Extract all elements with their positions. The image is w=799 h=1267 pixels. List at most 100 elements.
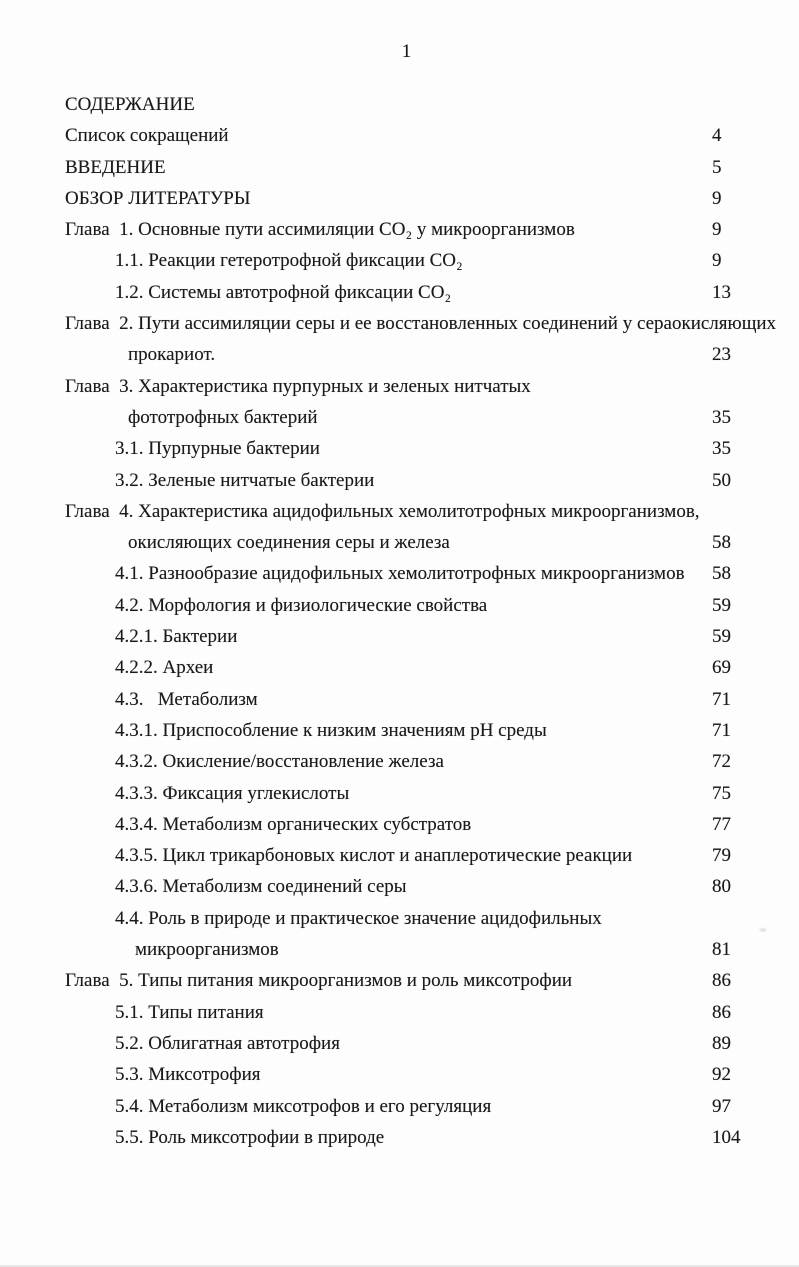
toc-entry-text: Глава 4. Характеристика ацидофильных хем… [65, 500, 700, 522]
toc-entry-text: 4.3.1. Приспособление к низким значениям… [115, 719, 547, 741]
toc-entry-page: 79 [712, 845, 731, 867]
toc-row: 5.5. Роль миксотрофии в природе 104 [65, 1122, 787, 1153]
toc-entry-text: Глава 3. Характеристика пурпурных и зеле… [65, 375, 531, 397]
toc-entry-text: 5.5. Роль миксотрофии в природе [115, 1126, 385, 1148]
toc-entry-page: 104 [712, 1126, 741, 1148]
toc-entry-page: 71 [712, 719, 731, 741]
toc-entry-text: 1.2. Системы автотрофной фиксации CO₂ [115, 281, 452, 303]
toc-entry-text: Глава 2. Пути ассимиляции серы и ее восс… [65, 313, 777, 335]
toc-entry-text: 3.2. Зеленые нитчатые бактерии [115, 469, 375, 491]
toc-row: 5.4. Метаболизм миксотрофов и его регуля… [65, 1091, 787, 1122]
toc-entry-text: окисляющих соединения серы и железа [128, 532, 450, 554]
toc-row: 4.2.1. Бактерии 59 [65, 621, 787, 652]
toc-row: Глава 1. Основные пути ассимиляции CO₂ у… [65, 214, 787, 245]
toc-row: 4.3.6. Метаболизм соединений серы 80 [65, 871, 787, 902]
toc-row: 3.2. Зеленые нитчатые бактерии 50 [65, 465, 787, 496]
toc-entry-page: 59 [712, 594, 731, 616]
toc-entry-page: 4 [712, 125, 722, 147]
toc-row: 4.2. Морфология и физиологические свойст… [65, 590, 787, 621]
toc-entry-text: 5.2. Облигатная автотрофия [115, 1032, 340, 1054]
toc-entry-text: Глава 5. Типы питания микроорганизмов и … [65, 970, 573, 992]
toc-entry-text: 5.3. Миксотрофия [115, 1064, 261, 1086]
toc-row: фототрофных бактерий 35 [65, 402, 787, 433]
toc-row: 4.3.1. Приспособление к низким значениям… [65, 715, 787, 746]
toc-entry-text: 4.3.3. Фиксация углекислоты [115, 782, 350, 804]
page-number: 1 [401, 41, 412, 62]
toc-entry-text: микроорганизмов [135, 939, 279, 961]
toc-entry-page: 92 [712, 1064, 731, 1086]
toc-entry-text: 4.3.2. Окисление/восстановление железа [115, 751, 444, 773]
toc-row: 1.2. Системы автотрофной фиксации CO₂ 13 [65, 277, 787, 308]
scan-edge [0, 1265, 799, 1267]
toc-entry-page: 13 [712, 281, 731, 303]
toc-row: ВВЕДЕНИЕ 5 [65, 152, 787, 183]
toc-entry-page: 80 [712, 876, 731, 898]
toc-title: СОДЕРЖАНИЕ [65, 89, 787, 120]
toc-row: 4.3. Метаболизм 71 [65, 684, 787, 715]
toc-entry-page: 35 [712, 438, 731, 460]
toc-entry-text: 5.1. Типы питания [115, 1001, 264, 1023]
toc-row: 3.1. Пурпурные бактерии 35 [65, 433, 787, 464]
toc-entry-text: 4.1. Разнообразие ацидофильных хемолитот… [115, 563, 685, 585]
toc-entry-text: 4.2.2. Археи [115, 657, 214, 679]
toc-entry-text: 3.1. Пурпурные бактерии [115, 438, 320, 460]
toc-entry-page: 50 [712, 469, 731, 491]
toc-entry-page: 58 [712, 532, 731, 554]
toc-row: 5.2. Облигатная автотрофия 89 [65, 1028, 787, 1059]
toc-entry-page: 77 [712, 813, 731, 835]
toc-row: 4.4. Роль в природе и практическое значе… [65, 903, 787, 934]
toc-entry-page: 97 [712, 1095, 731, 1117]
toc-row: Глава 5. Типы питания микроорганизмов и … [65, 965, 787, 996]
toc-row: Список сокращений 4 [65, 120, 787, 151]
toc-row: 4.1. Разнообразие ацидофильных хемолитот… [65, 558, 787, 589]
toc-row: Глава 4. Характеристика ацидофильных хем… [65, 496, 787, 527]
toc-row: микроорганизмов 81 [65, 934, 787, 965]
toc-entry-page: 9 [712, 187, 722, 209]
toc-entry-text: 4.3.6. Метаболизм соединений серы [115, 876, 407, 898]
table-of-contents: СОДЕРЖАНИЕ Список сокращений 4 ВВЕДЕНИЕ … [65, 89, 787, 1153]
toc-entry-page: 59 [712, 626, 731, 648]
toc-entry-text: фототрофных бактерий [128, 406, 318, 428]
toc-entry-text: 4.4. Роль в природе и практическое значе… [115, 907, 602, 929]
toc-entry-page: 81 [712, 939, 731, 961]
scan-artifact-dot [758, 927, 768, 933]
toc-entry-text: ОБЗОР ЛИТЕРАТУРЫ [65, 187, 251, 209]
toc-entry-page: 5 [712, 156, 722, 178]
toc-row: 4.3.4. Метаболизм органических субстрато… [65, 809, 787, 840]
toc-entry-text: 4.2.1. Бактерии [115, 626, 238, 648]
toc-entry-page: 9 [712, 219, 722, 241]
toc-entry-text: 4.3.4. Метаболизм органических субстрато… [115, 813, 472, 835]
toc-entry-text: 4.2. Морфология и физиологические свойст… [115, 594, 488, 616]
toc-entry-page: 86 [712, 970, 731, 992]
toc-row: 5.1. Типы питания 86 [65, 997, 787, 1028]
toc-entry-text: 1.1. Реакции гетеротрофной фиксации CO₂ [115, 250, 463, 272]
toc-row: 4.3.2. Окисление/восстановление железа 7… [65, 746, 787, 777]
toc-entry-page: 9 [712, 250, 722, 272]
toc-row: 4.3.5. Цикл трикарбоновых кислот и анапл… [65, 840, 787, 871]
toc-entry-page: 71 [712, 688, 731, 710]
toc-entry-page: 75 [712, 782, 731, 804]
toc-row: 4.2.2. Археи 69 [65, 652, 787, 683]
toc-entry-page: 23 [712, 344, 731, 366]
toc-entry-text: 4.3. Метаболизм [115, 688, 258, 710]
toc-entry-text: 5.4. Метаболизм миксотрофов и его регуля… [115, 1095, 492, 1117]
toc-entry-text: Глава 1. Основные пути ассимиляции CO₂ у… [65, 219, 575, 241]
toc-entry-text: 4.3.5. Цикл трикарбоновых кислот и анапл… [115, 845, 633, 867]
toc-entry-text: прокариот. [128, 344, 216, 366]
toc-entry-page: 89 [712, 1032, 731, 1054]
toc-row: Глава 3. Характеристика пурпурных и зеле… [65, 371, 787, 402]
toc-row: 5.3. Миксотрофия 92 [65, 1059, 787, 1090]
toc-row: прокариот. 23 [65, 339, 787, 370]
toc-row: 4.3.3. Фиксация углекислоты 75 [65, 778, 787, 809]
toc-entry-text: СОДЕРЖАНИЕ [65, 94, 195, 115]
toc-entry-text: Список сокращений [65, 125, 229, 147]
toc-entry-page: 58 [712, 563, 731, 585]
toc-entry-text: ВВЕДЕНИЕ [65, 156, 166, 178]
toc-entry-page: 86 [712, 1001, 731, 1023]
toc-row: ОБЗОР ЛИТЕРАТУРЫ 9 [65, 183, 787, 214]
toc-entry-page: 69 [712, 657, 731, 679]
toc-row: Глава 2. Пути ассимиляции серы и ее восс… [65, 308, 787, 339]
toc-entry-page: 35 [712, 406, 731, 428]
toc-row: 1.1. Реакции гетеротрофной фиксации CO₂ … [65, 245, 787, 276]
